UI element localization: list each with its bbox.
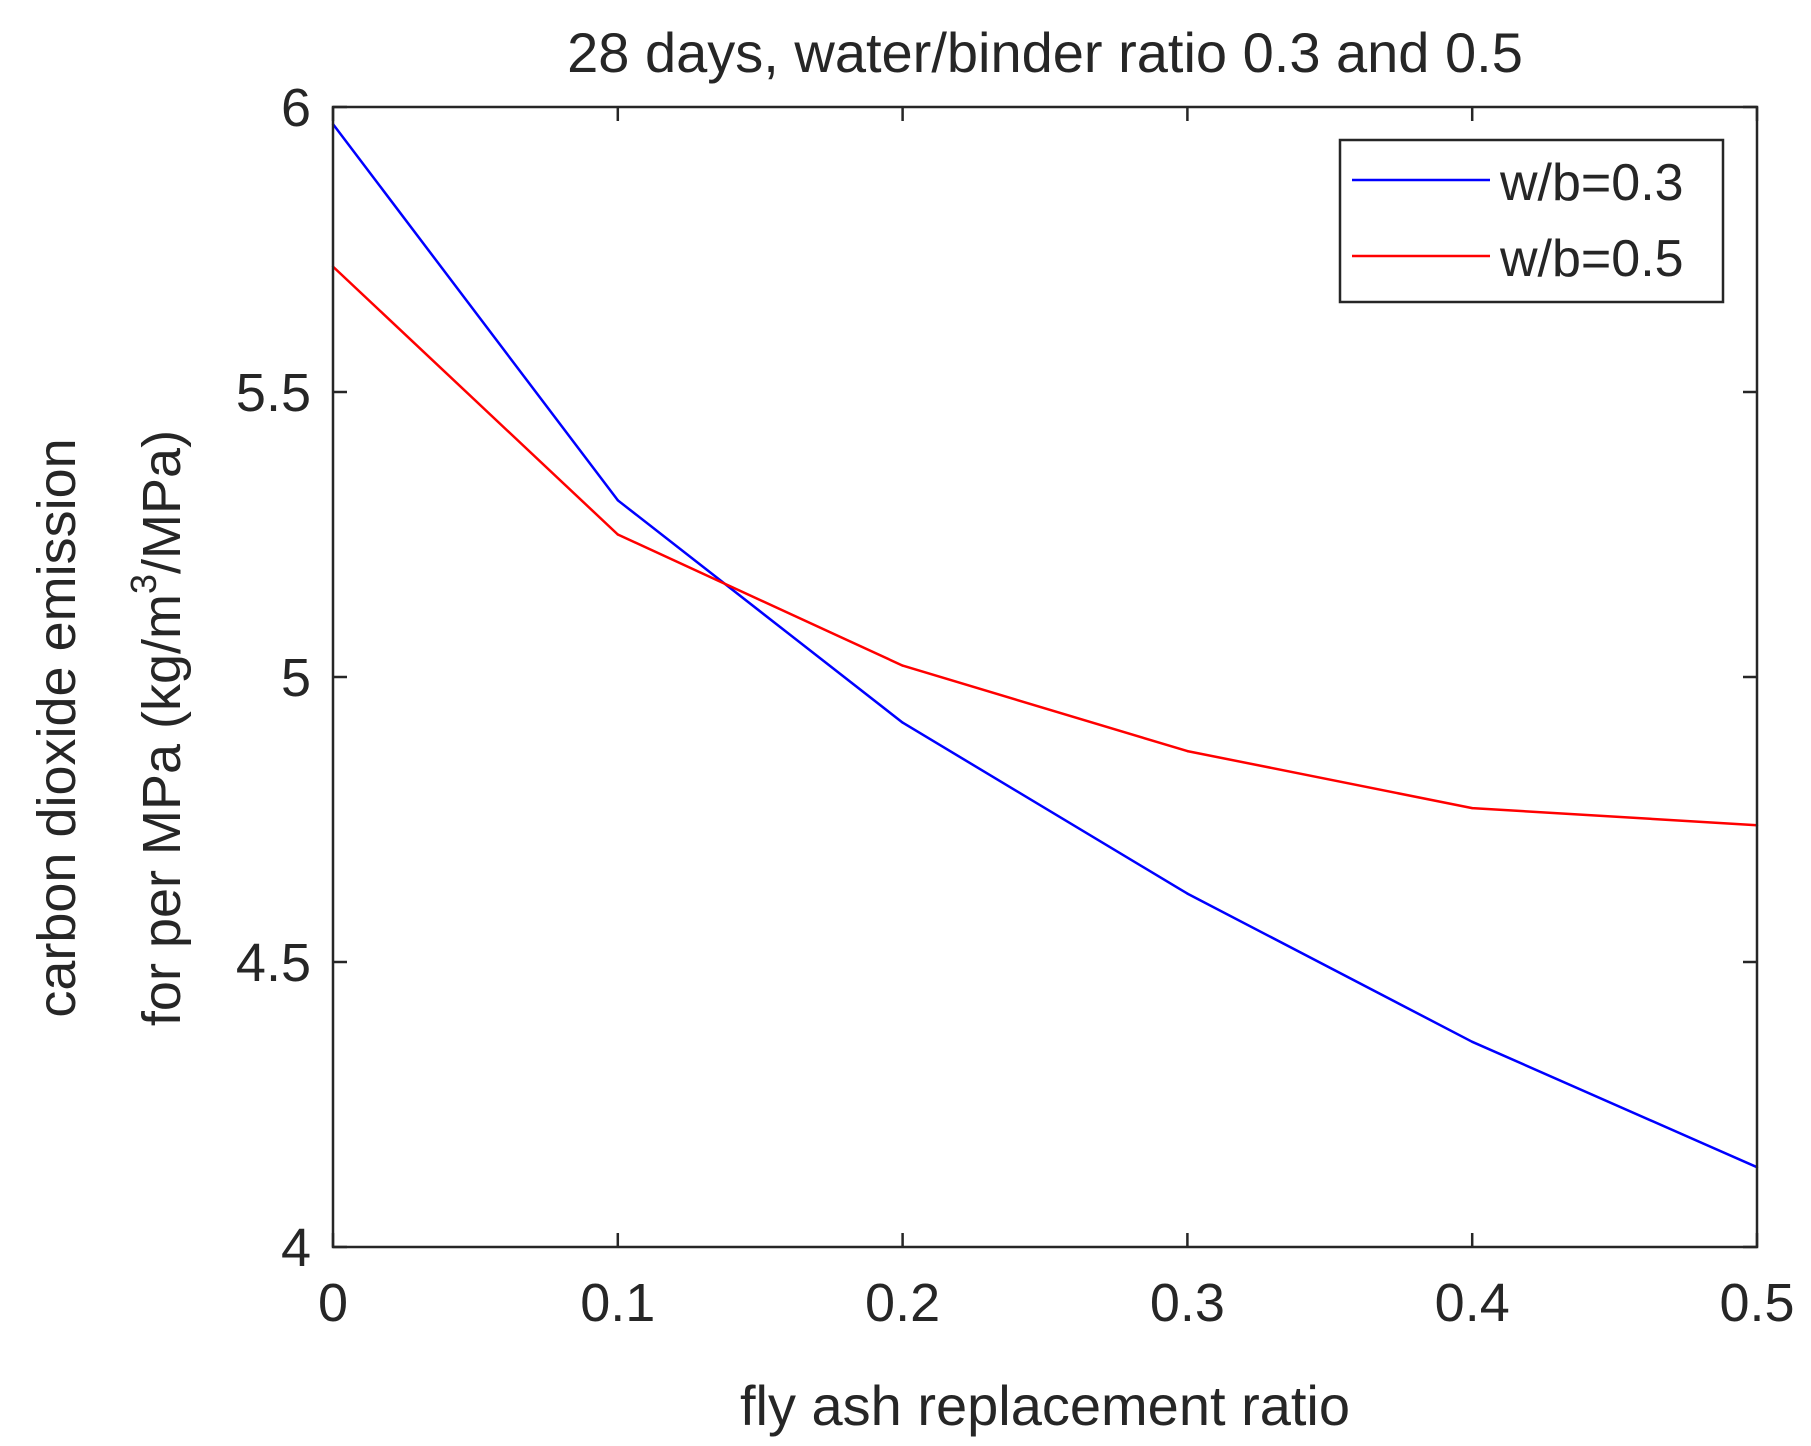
legend-box <box>1338 138 1725 304</box>
x-axis-label: fly ash replacement ratio <box>740 1374 1350 1437</box>
data-point-series-1 <box>901 664 904 667</box>
data-point-series-1 <box>1471 806 1474 810</box>
y-axis-label-line2-suffix: /MPa) <box>132 430 192 574</box>
data-point-series-1 <box>616 533 619 536</box>
data-point-series-0 <box>1471 1040 1474 1044</box>
y-axis-label-line1: carbon dioxide emission <box>27 438 87 1017</box>
series-line-w-b-0-5 <box>332 265 1758 827</box>
chart-title: 28 days, water/binder ratio 0.3 and 0.5 <box>567 21 1523 84</box>
y-axis-label-line2: for per MPa (kg/m3/MPa) <box>123 430 192 1026</box>
y-tick-label: 4.5 <box>236 933 311 993</box>
y-tick-label: 6 <box>281 78 311 138</box>
y-tick-label: 5 <box>281 648 311 708</box>
axes-box <box>331 105 1759 1249</box>
data-point-series-0 <box>901 721 904 724</box>
legend-label-w-b-0-3: w/b=0.3 <box>1499 154 1684 212</box>
x-tick-label: 0.2 <box>865 1273 940 1333</box>
legend-label-w-b-0-5: w/b=0.5 <box>1499 230 1684 288</box>
axis-ticks: 0 0.1 0.2 0.3 0.4 0.5 4 4.5 5 5.5 6 <box>236 78 1795 1333</box>
y-axis-label-line2-prefix: for per MPa (kg/m <box>132 594 192 1026</box>
x-tick-label: 0.5 <box>1719 1273 1794 1333</box>
data-point-series-0 <box>616 499 619 502</box>
y-axis-label-line2-superscript: 3 <box>123 574 164 594</box>
data-point-series-1 <box>1186 749 1189 753</box>
y-tick-label: 5.5 <box>236 363 311 423</box>
legend: w/b=0.3 w/b=0.5 <box>1338 138 1725 304</box>
y-tick-label: 4 <box>281 1218 311 1278</box>
series-line-w-b-0-3 <box>332 123 1758 1169</box>
x-tick-label: 0 <box>318 1273 348 1333</box>
data-point-series-0 <box>1186 892 1189 895</box>
x-tick-label: 0.3 <box>1150 1273 1225 1333</box>
x-tick-label: 0.1 <box>580 1273 655 1333</box>
x-tick-label: 0.4 <box>1435 1273 1510 1333</box>
